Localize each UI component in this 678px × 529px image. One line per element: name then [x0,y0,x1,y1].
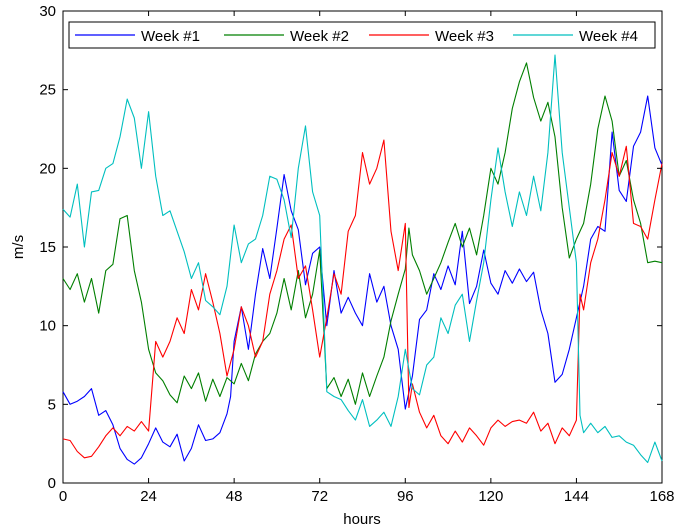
x-tick-label: 144 [564,488,589,505]
x-tick-label: 48 [226,488,243,505]
x-tick-label: 96 [397,488,414,505]
legend-label-week-3: Week #3 [435,28,494,45]
x-tick-label: 0 [59,488,67,505]
y-tick-label: 10 [39,318,56,335]
series-layer [62,54,663,465]
legend-label-week-2: Week #2 [290,28,349,45]
x-tick-label: 120 [478,488,503,505]
x-axis-label: hours [343,511,381,528]
y-axis-label: m/s [10,235,27,259]
plot-area [62,10,663,484]
y-tick-label: 5 [48,396,56,413]
y-tick-label: 25 [39,82,56,99]
x-tick-label: 24 [140,488,157,505]
y-tick-label: 30 [39,3,56,20]
legend-label-week-4: Week #4 [579,28,638,45]
series-line-week-2 [62,62,663,405]
series-line-week-1 [62,95,663,465]
legend: Week #1 Week #2 Week #3 Week #4 [68,21,656,49]
legend-label-week-1: Week #1 [141,28,200,45]
series-line-week-4 [62,54,663,464]
y-tick-label: 20 [39,160,56,177]
y-tick-label: 15 [39,239,56,256]
series-line-week-3 [62,139,663,459]
axis-ticks: 0 24 48 72 96 120 144 168 0 5 10 15 20 25 30 [39,3,674,505]
y-tick-label: 0 [48,475,56,492]
x-tick-label: 168 [649,488,674,505]
x-tick-label: 72 [311,488,328,505]
